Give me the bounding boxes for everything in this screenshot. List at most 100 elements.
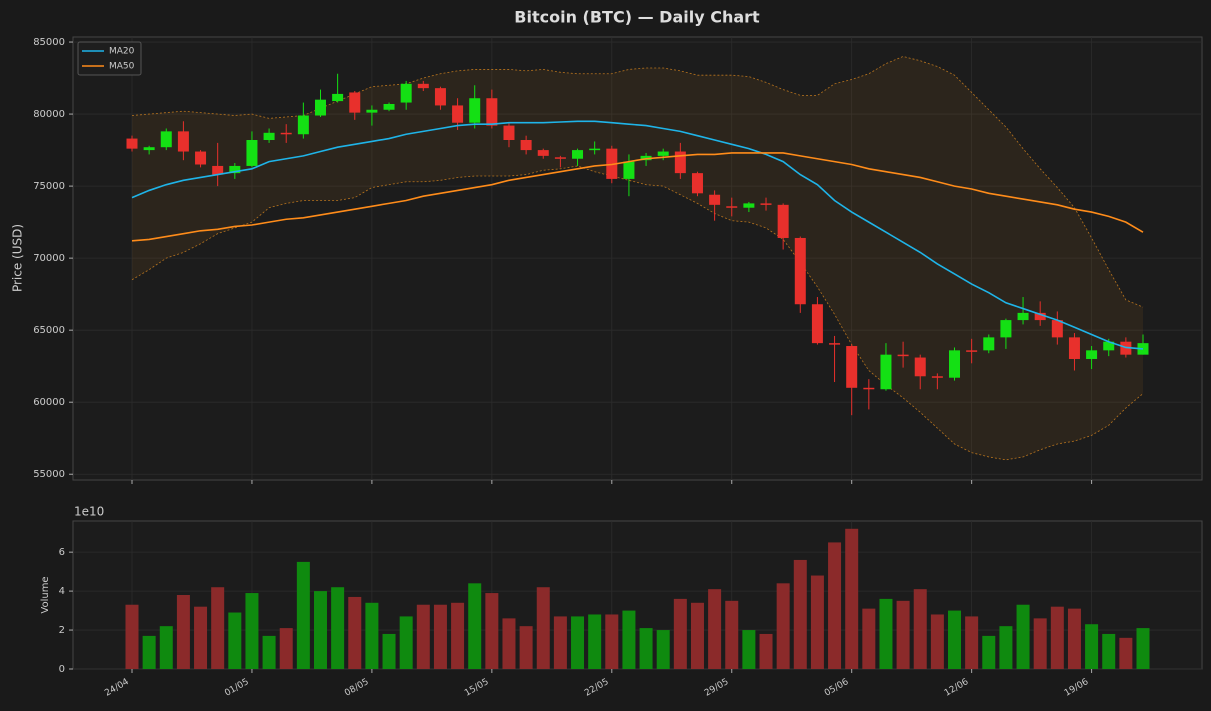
candle-body	[520, 140, 532, 151]
volume-bar	[1033, 618, 1047, 669]
x-tick-label: 05/06	[823, 677, 851, 699]
candle-body	[195, 151, 207, 165]
candle-body	[177, 131, 189, 152]
volume-bar	[776, 583, 790, 669]
candle-body	[160, 131, 172, 148]
candle-body	[469, 98, 481, 123]
y-axis-label: Volume	[40, 576, 51, 613]
volume-bar	[519, 626, 533, 669]
candle-body	[983, 337, 995, 351]
candle-body	[674, 151, 686, 174]
candle-body	[589, 148, 601, 151]
y-tick-label: 4	[59, 586, 65, 597]
volume-plot-area	[72, 520, 1203, 670]
x-tick-label: 08/05	[343, 677, 370, 699]
y-tick-label: 85000	[33, 37, 65, 48]
candle-body	[897, 354, 909, 357]
y-tick-label: 65000	[33, 325, 65, 336]
candle-body	[829, 343, 841, 345]
volume-bar	[588, 614, 602, 669]
candle-body	[726, 206, 738, 208]
volume-bar	[690, 602, 704, 669]
volume-bar	[708, 589, 722, 669]
volume-bar	[365, 602, 379, 669]
volume-bar	[742, 630, 756, 669]
volume-bar	[416, 604, 430, 669]
volume-bar	[828, 542, 842, 669]
volume-bar	[639, 628, 653, 669]
candle-body	[434, 88, 446, 106]
volume-bar	[382, 633, 396, 669]
volume-bar	[673, 598, 687, 669]
bollinger-band-lower	[131, 165, 1144, 461]
volume-bar	[1102, 633, 1116, 669]
y-tick-label: 55000	[33, 469, 65, 480]
volume-bar	[451, 602, 465, 669]
x-tick-label: 15/05	[463, 677, 490, 699]
volume-bar	[605, 614, 619, 669]
volume-bar	[656, 630, 670, 669]
volume-bar	[965, 616, 979, 669]
volume-bar	[930, 614, 944, 669]
volume-bar	[948, 610, 962, 669]
volume-bar	[176, 595, 190, 669]
candle-body	[417, 83, 429, 89]
volume-bar	[228, 612, 242, 669]
candle-body	[246, 140, 258, 166]
x-tick-label: 01/05	[223, 677, 250, 699]
volume-bar	[759, 633, 773, 669]
offset-text: 1e10	[74, 505, 104, 519]
candle-body	[657, 151, 669, 156]
volume-bar	[810, 575, 824, 669]
candle-body	[914, 357, 926, 377]
candle-body	[691, 173, 703, 194]
volume-bar	[468, 583, 482, 669]
candle-body	[143, 147, 155, 151]
volume-bar	[999, 626, 1013, 669]
candle-body	[280, 132, 292, 135]
volume-bar	[142, 635, 156, 669]
volume-bar	[125, 604, 139, 669]
candle-body	[794, 237, 806, 305]
x-tick-label: 24/04	[103, 677, 131, 699]
candle-body	[811, 304, 823, 344]
x-tick-label: 22/05	[583, 677, 610, 699]
legend-label: MA20	[109, 47, 135, 57]
y-tick-label: 60000	[33, 397, 65, 408]
candle-body	[126, 138, 138, 149]
candle-body	[400, 83, 412, 103]
candle-body	[709, 194, 721, 205]
volume-bar	[1067, 608, 1081, 669]
volume-bar	[1085, 624, 1099, 669]
volume-bar	[1119, 637, 1133, 669]
candle-body	[880, 354, 892, 390]
volume-bar	[211, 587, 225, 669]
chart-title: Bitcoin (BTC) — Daily Chart	[514, 8, 760, 27]
candle-body	[486, 98, 498, 126]
y-tick-label: 6	[59, 547, 65, 558]
volume-bar	[313, 591, 327, 669]
y-tick-label: 80000	[33, 109, 65, 120]
candle-body	[623, 161, 635, 179]
volume-bar	[331, 587, 345, 669]
y-tick-label: 0	[59, 664, 65, 675]
candle-body	[846, 346, 858, 388]
volume-bar	[571, 616, 585, 669]
volume-bar	[194, 606, 208, 669]
volume-bar	[502, 618, 516, 669]
candle-body	[777, 204, 789, 238]
volume-bar	[725, 600, 739, 669]
candle-body	[863, 387, 875, 390]
volume-bar	[793, 559, 807, 669]
candle-body	[297, 115, 309, 135]
candle-body	[349, 92, 361, 113]
volume-bar	[245, 593, 259, 669]
candle-body	[383, 103, 395, 110]
volume-bar	[862, 608, 876, 669]
volume-bar	[1136, 628, 1150, 669]
candle-body	[1086, 350, 1098, 359]
candle-body	[1000, 320, 1012, 338]
volume-bar	[399, 616, 413, 669]
volume-bar	[553, 616, 567, 669]
